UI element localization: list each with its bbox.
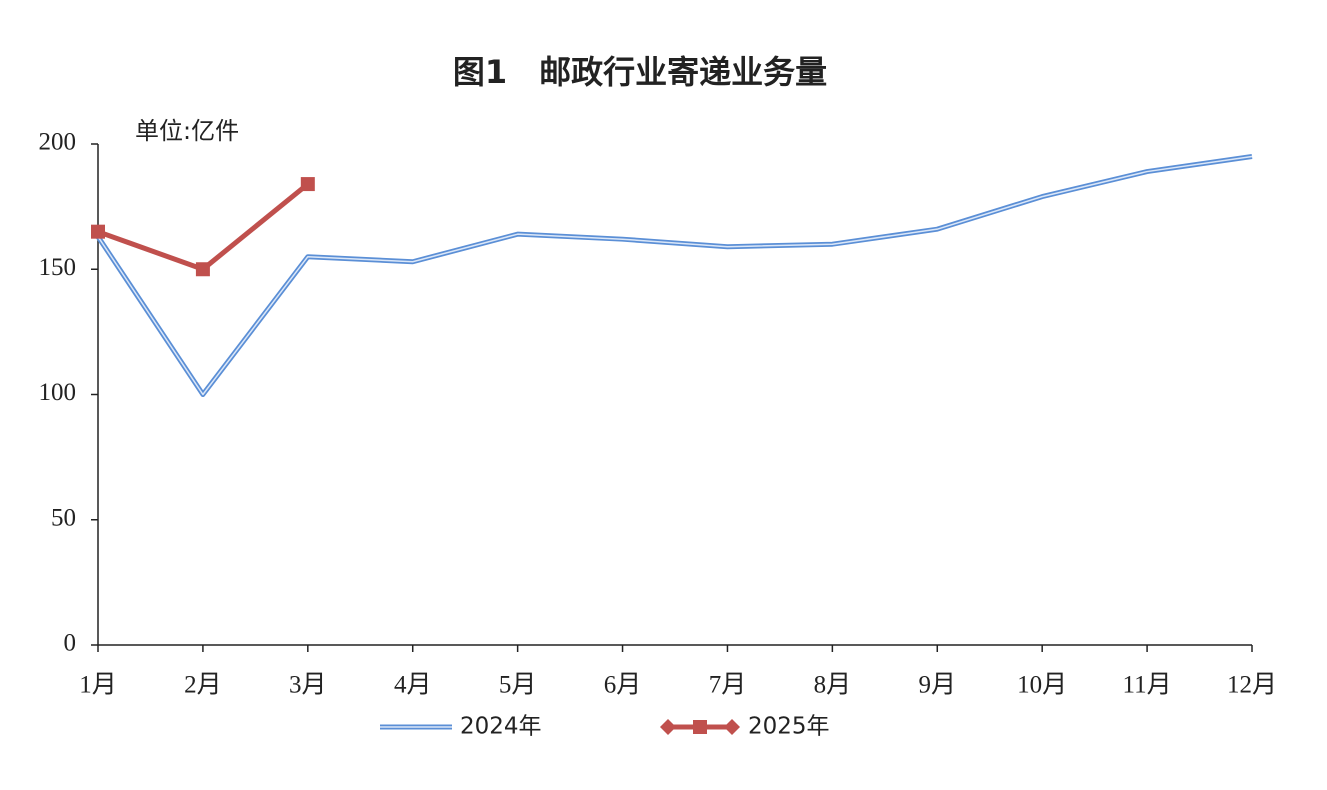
x-tick-label: 9月 bbox=[919, 672, 957, 699]
x-tick-label: 12月 bbox=[1227, 672, 1277, 699]
x-tick-label: 6月 bbox=[604, 672, 642, 699]
x-tick-label: 4月 bbox=[394, 672, 432, 699]
series-line-highlight bbox=[97, 155, 1253, 396]
x-tick-label: 1月 bbox=[79, 672, 117, 699]
marker bbox=[91, 224, 105, 239]
marker bbox=[195, 262, 210, 277]
legend-label: 2024年 bbox=[460, 714, 542, 740]
legend-diamond bbox=[724, 719, 740, 735]
y-tick-label: 100 bbox=[39, 379, 77, 406]
chart-title: 图1 邮政行业寄递业务量 bbox=[453, 53, 827, 91]
marker bbox=[300, 177, 315, 192]
series-line bbox=[97, 182, 310, 272]
y-tick-label: 200 bbox=[39, 129, 77, 156]
series-line bbox=[95, 154, 1253, 397]
x-tick-label: 2月 bbox=[184, 672, 222, 699]
legend-marker bbox=[693, 720, 707, 734]
y-tick-label: 150 bbox=[39, 254, 77, 281]
x-tick-label: 5月 bbox=[499, 672, 537, 699]
y-tick-label: 50 bbox=[51, 504, 76, 531]
x-tick-label: 10月 bbox=[1017, 672, 1067, 699]
x-tick-label: 3月 bbox=[289, 672, 327, 699]
x-tick-label: 11月 bbox=[1123, 672, 1172, 699]
x-tick-label: 7月 bbox=[709, 672, 747, 699]
legend-label: 2025年 bbox=[748, 714, 830, 740]
legend-diamond bbox=[660, 719, 676, 735]
x-tick-label: 8月 bbox=[814, 672, 852, 699]
unit-label: 单位:亿件 bbox=[135, 117, 239, 145]
y-tick-label: 0 bbox=[64, 630, 77, 657]
